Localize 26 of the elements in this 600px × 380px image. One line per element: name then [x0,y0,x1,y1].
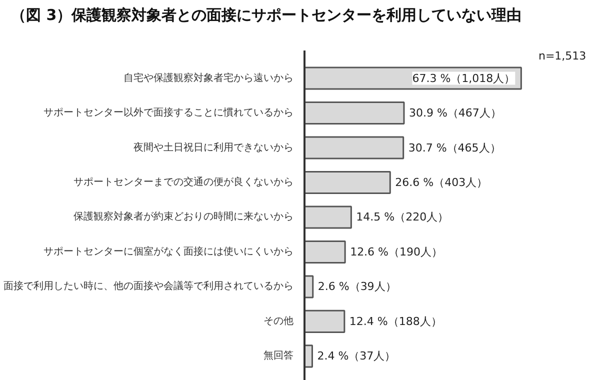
y-tick-label: 面接で利用したい時に、他の面接や会議等で利用されているから [4,280,294,292]
bar [304,102,405,125]
data-label: 30.9 %（467人） [408,106,502,120]
bar [304,206,352,229]
bar [304,310,346,333]
bar [304,170,391,194]
data-label: 67.3 %（1,018人） [412,72,516,85]
bar [304,136,404,160]
y-tick-label: 無回答 [264,350,294,362]
data-label: 26.6 %（403人） [395,176,488,189]
chart-title: （図 3）保護観察対象者との面接にサポートセンターを利用していない理由 [11,5,522,26]
y-tick-label: その他 [264,314,294,327]
y-tick-label: サポートセンターまでの交通の便が良くないから [74,176,294,188]
y-tick-label: 自宅や保護観察対象者宅から遠いから [124,72,294,84]
data-label: 14.5 %（220人） [356,210,449,224]
y-tick-label: 夜間や土日祝日に利用できないから [134,141,294,154]
y-tick-label: 保護観察対象者が約束どおりの時間に来ないから [74,210,294,223]
data-label: 2.4 %（37人） [317,350,396,363]
data-label: 30.7 %（465人） [408,141,501,154]
text: n=1,513 [538,50,586,62]
data-label: 12.6 %（190人） [350,245,442,258]
data-label: 12.4 %（188人） [349,314,442,328]
y-tick-label: サポートセンター以外で面接することに慣れているから [44,106,294,119]
y-tick-label: サポートセンターに個室がなく面接には使いにくいから [44,245,294,258]
bar [304,240,346,264]
data-label: 2.6 %（39人） [318,280,396,294]
